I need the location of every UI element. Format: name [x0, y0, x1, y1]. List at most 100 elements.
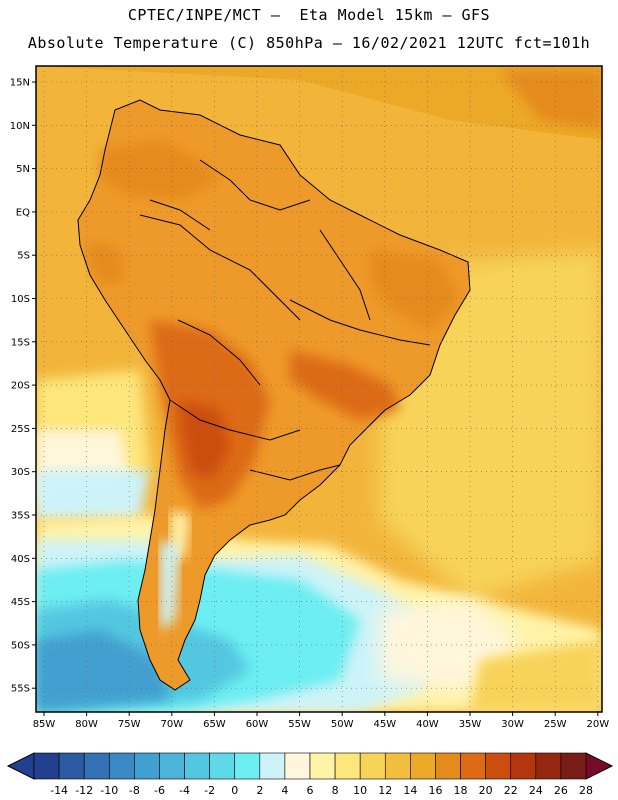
colorbar-swatch [510, 752, 537, 780]
colorbar-swatch [83, 752, 110, 780]
colorbar-label: 2 [256, 784, 263, 797]
title-line-2: Absolute Temperature (C) 850hPa – 16/02/… [27, 34, 591, 52]
longitude-labels: 85W 80W 75W 70W 65W 60W 55W 50W 45W 40W 35W 30W 25W 2… [33, 712, 609, 730]
lon-label: 55W [288, 719, 311, 730]
lat-label: 10S [11, 294, 30, 305]
colorbar: -14 -12 -10 -8 -6 -4 -2 0 2 4 6 8 10 12 14 16 18 20 22 24 26… [6, 752, 614, 797]
colorbar-label: -2 [204, 784, 215, 797]
map-frame [35, 65, 603, 713]
colorbar-label: 26 [554, 784, 568, 797]
lon-label: 35W [459, 719, 482, 730]
colorbar-label: -8 [129, 784, 140, 797]
colorbar-label: -6 [154, 784, 165, 797]
lat-label: 5S [17, 251, 30, 262]
lon-label: 65W [203, 719, 226, 730]
northern-warm-band [36, 66, 602, 140]
colorbar-label: 0 [231, 784, 238, 797]
colorbar-swatch [384, 752, 411, 780]
border-brazil-states [289, 299, 431, 346]
lat-label: 35S [11, 511, 30, 522]
colorbar-swatch [485, 752, 512, 780]
colorbar-label: 20 [479, 784, 493, 797]
colorbar-label: 24 [529, 784, 543, 797]
lat-label: EQ [16, 207, 30, 218]
lon-label: 40W [416, 719, 439, 730]
colorbar-swatch [309, 752, 336, 780]
lon-label: 25W [544, 719, 567, 730]
coastline [77, 99, 471, 691]
lon-label: 45W [373, 719, 396, 730]
colorbar-swatch [134, 752, 160, 780]
colorbar-label: -10 [100, 784, 118, 797]
lat-label: 20S [11, 381, 30, 392]
colorbar-low-arrow [6, 752, 35, 780]
north-atlantic-warm-patch [500, 70, 602, 130]
colorbar-swatch [435, 752, 461, 780]
northeast-brazil-warm-region [370, 250, 460, 330]
colorbar-label: 18 [454, 784, 468, 797]
argentina-hottest-spot [180, 400, 230, 480]
colorbar-swatch [209, 752, 236, 780]
colorbar-swatch [184, 752, 210, 780]
lat-label: 15S [11, 337, 30, 348]
colorbar-swatch [535, 752, 562, 780]
lat-label: 30S [11, 467, 30, 478]
colorbar-swatch [58, 752, 85, 780]
pacific-cool-region [36, 470, 150, 520]
lon-label: 85W [33, 719, 56, 730]
lat-label: 25S [11, 424, 30, 435]
ecuador-peru-warm-patch [88, 240, 125, 285]
temperature-field [36, 66, 602, 712]
colorbar-swatch [108, 752, 135, 780]
northern-andes-warm-region [100, 140, 220, 200]
lon-label: 20W [586, 719, 609, 730]
border-venezuela-brazil [199, 159, 311, 211]
southern-coldest-band [36, 630, 170, 712]
lat-label: 40S [11, 554, 30, 565]
lon-label: 30W [501, 719, 524, 730]
lat-label: 50S [11, 640, 30, 651]
lon-label: 80W [75, 719, 98, 730]
colorbar-swatch [259, 752, 286, 780]
colorbar-label: -14 [50, 784, 68, 797]
colorbar-label: -12 [75, 784, 93, 797]
southeast-brazil-hot-region [290, 350, 400, 420]
colorbar-label: 16 [428, 784, 442, 797]
colorbar-label: -4 [179, 784, 190, 797]
lat-label: 5N [16, 164, 30, 175]
lat-label: 10N [10, 121, 30, 132]
country-boundaries [77, 99, 471, 691]
border-peru-brazil [139, 214, 301, 321]
lon-label: 75W [118, 719, 141, 730]
lon-label: 50W [331, 719, 354, 730]
lon-label: 60W [246, 719, 269, 730]
colorbar-label: 28 [579, 784, 593, 797]
colorbar-label: 6 [307, 784, 314, 797]
colorbar-label: 10 [353, 784, 367, 797]
border-brazil-states-2 [319, 229, 371, 321]
colorbar-swatch [560, 752, 587, 780]
lat-label: 15N [10, 78, 30, 89]
lon-label: 70W [160, 719, 183, 730]
border-uruguay [249, 464, 341, 481]
colorbar-swatch [33, 752, 60, 780]
colorbar-label: 22 [504, 784, 518, 797]
border-paraguay-argentina [169, 399, 301, 441]
colorbar-swatch [234, 752, 261, 780]
border-colombia [149, 199, 211, 231]
lat-label: 45S [11, 597, 30, 608]
border-bolivia [177, 319, 261, 386]
colorbar-label: 4 [281, 784, 288, 797]
colorbar-label: 14 [403, 784, 417, 797]
lat-label: 55S [11, 684, 30, 695]
colorbar-swatch [359, 752, 386, 780]
colorbar-label: 8 [332, 784, 339, 797]
colorbar-swatch [410, 752, 436, 780]
title-line-1: CPTEC/INPE/MCT – Eta Model 15km – GFS [127, 6, 491, 24]
colorbar-label: 12 [378, 784, 392, 797]
colorbar-high-arrow [585, 752, 614, 780]
colorbar-swatch [460, 752, 486, 780]
patagonia-cool-strip [160, 540, 180, 630]
far-south-mild-patch [470, 640, 602, 712]
